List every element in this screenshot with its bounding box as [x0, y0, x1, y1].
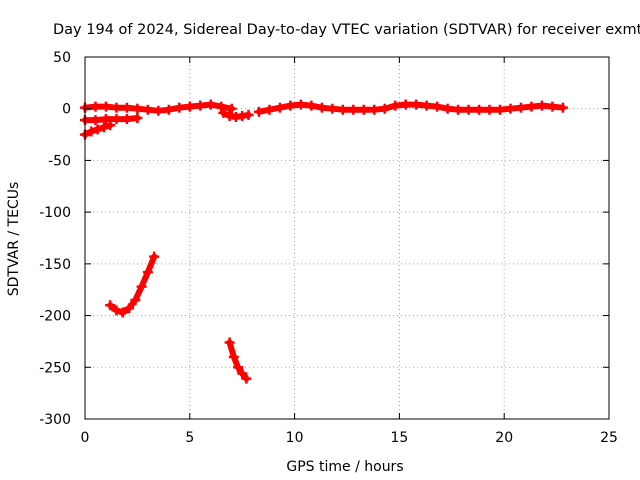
- data-point: [253, 106, 264, 117]
- data-point: [295, 99, 306, 110]
- data-point: [484, 104, 495, 115]
- data-point: [243, 109, 254, 120]
- data-point: [237, 368, 248, 379]
- y-tick-label: -100: [39, 205, 71, 221]
- data-point: [111, 114, 122, 125]
- data-point: [400, 99, 411, 110]
- y-tick-label: -250: [39, 360, 71, 376]
- data-point: [390, 100, 401, 111]
- data-point: [241, 373, 252, 384]
- data-point: [174, 102, 185, 113]
- data-point: [153, 105, 164, 116]
- data-point: [142, 267, 153, 278]
- data-point: [111, 305, 122, 316]
- data-point: [264, 104, 275, 115]
- data-point: [98, 122, 109, 133]
- data-point: [233, 362, 244, 373]
- data-point: [337, 104, 348, 115]
- data-series: [80, 99, 568, 384]
- x-tick-label: 20: [495, 430, 513, 446]
- data-point: [184, 101, 195, 112]
- axis-ticks: 0 5 10 15 20 25 50 0 -50 -100 -150 -200 -250 -300: [39, 50, 618, 446]
- data-point: [421, 100, 432, 111]
- data-point: [515, 102, 526, 113]
- data-point: [285, 100, 296, 111]
- data-point: [100, 114, 111, 125]
- series-offset-band: [80, 113, 143, 126]
- y-axis-label: SDTVAR / TECUs: [6, 182, 22, 297]
- y-tick-label: 50: [53, 50, 71, 66]
- series-line: [107, 253, 158, 316]
- data-point: [105, 300, 116, 311]
- data-point: [117, 307, 128, 318]
- data-point: [495, 104, 506, 115]
- data-point: [124, 303, 135, 314]
- data-point: [90, 115, 101, 126]
- x-tick-label: 10: [286, 430, 304, 446]
- grid-lines: [85, 57, 609, 419]
- data-point: [432, 101, 443, 112]
- x-tick-label: 15: [390, 430, 408, 446]
- data-point: [130, 295, 141, 306]
- data-point: [149, 251, 160, 262]
- y-tick-label: -150: [39, 257, 71, 273]
- data-point: [226, 103, 237, 114]
- y-tick-label: -50: [48, 153, 71, 169]
- data-point: [358, 104, 369, 115]
- data-point: [526, 101, 537, 112]
- data-point: [369, 104, 380, 115]
- data-point: [327, 103, 338, 114]
- plot-frame: [84, 56, 610, 420]
- data-point: [100, 101, 111, 112]
- data-point: [90, 101, 101, 112]
- data-point: [224, 337, 235, 348]
- data-point: [306, 100, 317, 111]
- x-tick-label: 0: [81, 430, 90, 446]
- data-point: [274, 102, 285, 113]
- data-point: [474, 104, 485, 115]
- data-point: [348, 104, 359, 115]
- data-point: [132, 103, 143, 114]
- series-arc-b: [224, 337, 252, 384]
- series-dip-segment: [218, 107, 254, 122]
- data-point: [121, 114, 132, 125]
- series-day-band: [253, 99, 568, 117]
- data-point: [121, 102, 132, 113]
- series-arc-a: [105, 251, 160, 318]
- data-point: [379, 103, 390, 114]
- y-tick-label: -300: [39, 412, 71, 428]
- x-tick-label: 25: [600, 430, 618, 446]
- data-point: [316, 102, 327, 113]
- data-point: [163, 104, 174, 115]
- chart-title: Day 194 of 2024, Sidereal Day-to-day VTE…: [53, 22, 640, 38]
- y-tick-label: 0: [62, 102, 71, 118]
- data-point: [505, 103, 516, 114]
- x-tick-label: 5: [185, 430, 194, 446]
- data-point: [86, 126, 97, 137]
- data-point: [218, 107, 229, 118]
- data-point: [536, 100, 547, 111]
- data-point: [205, 99, 216, 110]
- data-point: [442, 103, 453, 114]
- data-point: [453, 104, 464, 115]
- data-point: [216, 101, 227, 112]
- data-point: [111, 102, 122, 113]
- data-point: [547, 101, 558, 112]
- data-point: [195, 100, 206, 111]
- data-point: [557, 102, 568, 113]
- data-point: [411, 99, 422, 110]
- data-point: [463, 104, 474, 115]
- data-point: [105, 120, 116, 131]
- data-point: [132, 113, 143, 124]
- series-main-band: [80, 99, 237, 116]
- y-tick-label: -200: [39, 309, 71, 325]
- x-axis-label: GPS time / hours: [286, 459, 403, 475]
- data-point: [228, 351, 239, 362]
- data-point: [136, 281, 147, 292]
- data-point: [92, 124, 103, 135]
- data-point: [142, 104, 153, 115]
